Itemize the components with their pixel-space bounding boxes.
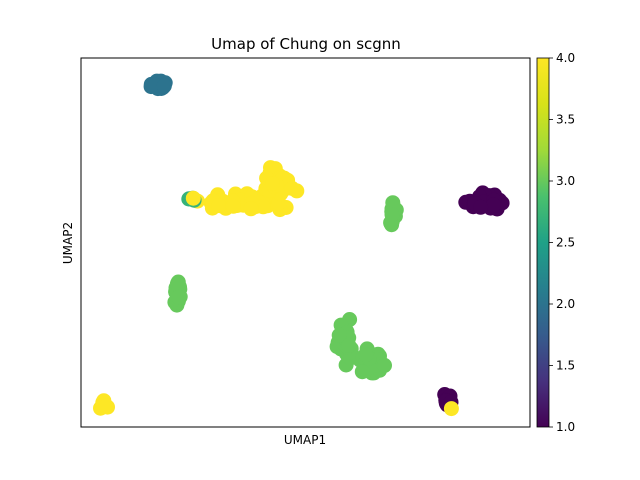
colorbar-tick-label: 1.5 [556,359,575,373]
data-point [171,289,186,305]
colorbar-tick-label: 2.0 [556,297,575,311]
x-axis-label: UMAP1 [284,433,326,447]
data-point [185,190,201,206]
data-point [341,338,357,353]
colorbar-tick-label: 1.0 [556,420,575,434]
data-point [225,198,241,214]
colorbar-tick-label: 3.0 [556,174,575,188]
data-point [211,198,227,214]
colorbar-tick-label: 4.0 [556,51,575,65]
y-axis-label: UMAP2 [61,222,75,264]
data-point [443,401,459,417]
chart-title: Umap of Chung on scgnn [211,35,401,53]
data-point [255,199,271,215]
data-point [243,201,259,217]
data-point [358,347,374,363]
colorbar-ticks: 1.0 1.5 2.0 2.5 3.0 3.5 4.0 [549,51,575,434]
colorbar-tick-label: 3.5 [556,113,575,127]
data-point [354,364,370,380]
data-point [485,197,501,213]
data-point [170,276,185,292]
data-point [284,180,300,196]
data-point [265,176,280,191]
data-point [377,357,392,373]
plot-frame [80,57,531,428]
data-point [156,78,172,94]
data-point [384,207,400,223]
scatter-points [93,73,510,417]
data-point [385,195,401,211]
colorbar-tick-label: 2.5 [556,236,575,250]
data-point [473,199,489,215]
data-point [98,398,114,414]
data-point [331,327,347,343]
colorbar [536,57,550,428]
